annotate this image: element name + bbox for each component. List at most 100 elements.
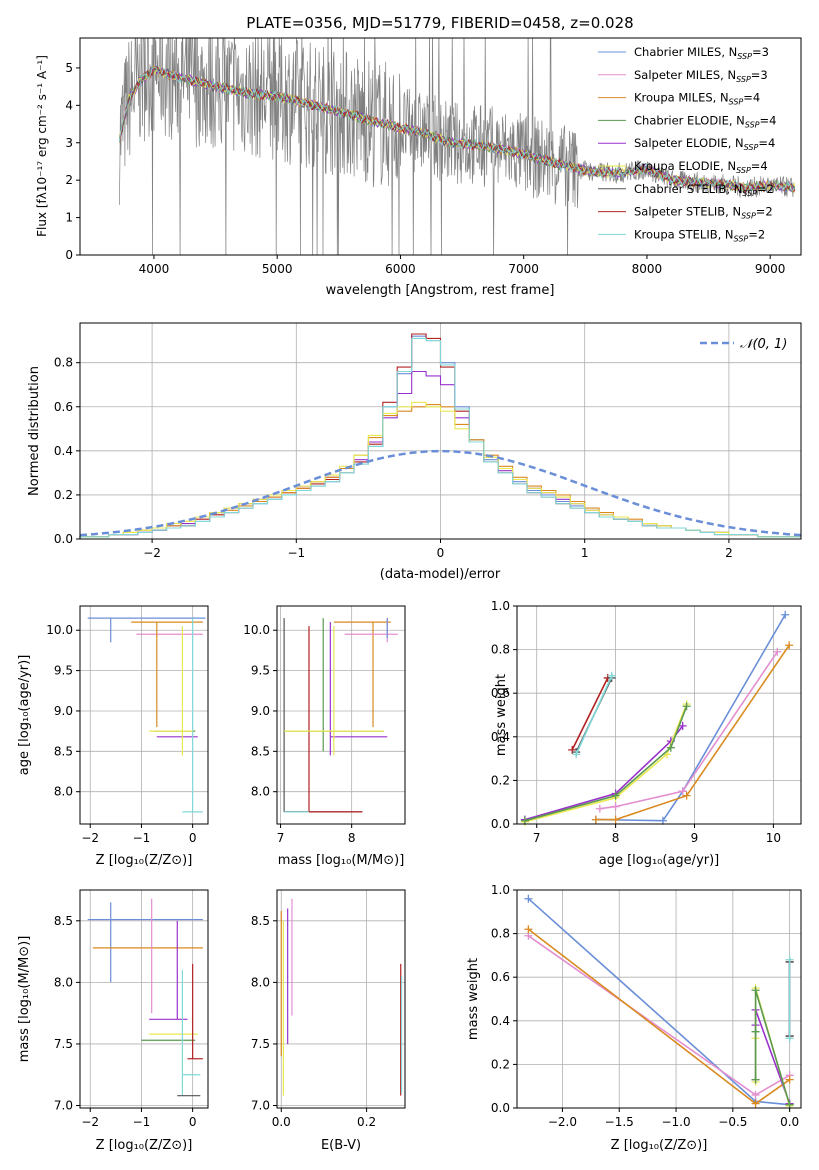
x-tick-label: 0 (437, 546, 445, 560)
massweight-point (682, 791, 691, 800)
x-tick-label: 0.0 (780, 1115, 799, 1129)
x-tick-label: −1 (287, 546, 305, 560)
x-tick-label: −1.5 (605, 1115, 634, 1129)
massweight-point (785, 955, 794, 964)
massweight-point (785, 1075, 794, 1084)
residual-xlabel: (data-model)/error (380, 567, 501, 582)
residual-histogram-step (79, 337, 801, 539)
massweight-point (781, 610, 790, 619)
y-tick-label: 8.0 (54, 785, 73, 799)
x-tick-label: 5000 (262, 262, 293, 276)
y-tick-label: 8.0 (251, 975, 270, 989)
x-tick-label: −2 (81, 831, 99, 845)
spectrum-legend: Chabrier MILES, NSSP=3 Salpeter MILES, NS… (598, 45, 776, 243)
x-tick-label: −1 (133, 831, 151, 845)
spectrum-ylabel: Flux [fλ10⁻¹⁷ erg cm⁻² s⁻¹ A⁻¹] (35, 55, 49, 237)
legend-entry-label: Chabrier ELODIE, NSSP=4 (634, 113, 776, 129)
y-tick-label: 8.0 (251, 785, 270, 799)
y-tick-label: 7.0 (54, 1099, 73, 1113)
y-tick-label: 0.4 (54, 444, 73, 458)
legend-entry-label: Chabrier STELIB, NSSP=2 (634, 182, 774, 198)
x-tick-label: 2 (725, 546, 733, 560)
massweight-line (754, 990, 791, 1105)
legend-entry-label: Salpeter ELODIE, NSSP=4 (634, 136, 775, 152)
massweight-point (785, 1034, 794, 1043)
y-tick-label: 0 (65, 248, 73, 262)
y-tick-label: 0.6 (491, 686, 510, 700)
x-tick-label: 7 (277, 831, 285, 845)
y-tick-label: 8.5 (251, 744, 270, 758)
y-tick-label: 1 (65, 211, 73, 225)
massweight-point (611, 815, 620, 824)
y-tick-label: 1.0 (491, 883, 510, 897)
massweight-point (520, 816, 529, 825)
mass-vs-ebv-frame (276, 889, 406, 1109)
massweight-point (591, 815, 600, 824)
massweight-point (524, 925, 533, 934)
massweight-point (785, 641, 794, 650)
y-tick-label: 8.5 (54, 914, 73, 928)
age-vs-metallicity-xlabel: Z [log₁₀(Z/Z⊙)] (96, 853, 193, 868)
massweight-vs-age-frame (516, 605, 802, 825)
spectrum-title: PLATE=0356, MJD=51779, FIBERID=0458, z=0… (246, 14, 633, 32)
y-tick-label: 0.4 (491, 730, 510, 744)
massweight-point (611, 791, 620, 800)
mass-vs-ebv-panel: 0.0 0.2 7.0 7.5 8.0 8.5 E(B-V) (251, 889, 406, 1153)
x-tick-label: 7 (533, 831, 541, 845)
age-vs-mass-panel: 7 8 8.0 8.5 9.0 9.5 10.0 mass [log₁₀(M/M⊙)] (243, 605, 406, 868)
y-tick-label: 0.4 (491, 1014, 510, 1028)
massweight-point (773, 647, 782, 656)
x-tick-label: 7000 (508, 262, 539, 276)
y-tick-label: 0.0 (54, 532, 73, 546)
y-tick-label: 7.5 (251, 1037, 270, 1051)
massweight-point (658, 816, 667, 825)
x-tick-label: 9000 (755, 262, 786, 276)
x-tick-label: 4000 (139, 262, 170, 276)
y-tick-label: 4 (65, 98, 73, 112)
massweight-point (595, 804, 604, 813)
massweight-point (607, 671, 616, 680)
y-tick-label: 0.2 (54, 488, 73, 502)
massweight-line (524, 706, 688, 822)
age-vs-mass-xlabel: mass [log₁₀(M/M⊙)] (278, 853, 405, 868)
massweight-point (751, 986, 760, 995)
residual-panel: −2 −1 0 1 2 0.0 0.2 0.4 0.6 0.8 (data-model)/erro… (27, 322, 802, 582)
mass-vs-metallicity-xlabel: Z [log₁₀(Z/Z⊙)] (96, 1138, 193, 1153)
spectrum-frame (79, 37, 802, 256)
x-tick-label: 0.0 (272, 1115, 291, 1129)
x-tick-label: 0.2 (357, 1115, 376, 1129)
y-tick-label: 0.8 (491, 927, 510, 941)
massweight-point (682, 702, 691, 711)
massweight-point (785, 1100, 794, 1109)
y-tick-label: 0.0 (491, 1101, 510, 1115)
residual-ylabel: Normed distribution (27, 366, 42, 496)
y-tick-label: 9.5 (251, 664, 270, 678)
massweight-point (611, 802, 620, 811)
y-tick-label: 0.6 (491, 970, 510, 984)
massweight-line (595, 644, 790, 821)
massweight-vs-age-xlabel: age [log₁₀(age/yr)] (599, 853, 720, 868)
spectrum-panel: PLATE=0356, MJD=51779, FIBERID=0458, z=0… (35, 14, 802, 298)
x-tick-label: −2.0 (548, 1115, 577, 1129)
mass-vs-metallicity-ylabel: mass [log₁₀(M/M⊙)] (17, 936, 32, 1063)
massweight-vs-age-panel: 7 8 9 10 0.0 0.2 0.4 0.6 0.8 1.0 age [log₁₀(age/y… (491, 599, 802, 868)
x-tick-label: 9 (691, 831, 699, 845)
y-tick-label: 8.5 (251, 914, 270, 928)
x-tick-label: −0.5 (718, 1115, 747, 1129)
x-tick-label: −2 (81, 1115, 99, 1129)
massweight-line (599, 651, 778, 810)
x-tick-label: 8 (348, 831, 356, 845)
y-tick-label: 8.5 (54, 744, 73, 758)
x-tick-label: 8000 (632, 262, 663, 276)
x-tick-label: 8 (612, 831, 620, 845)
massweight-vs-metallicity-ylabel: mass weight (466, 958, 481, 1040)
normal-legend-label: 𝒩(0, 1) (740, 337, 787, 352)
y-tick-label: 7.0 (251, 1099, 270, 1113)
legend-entry-label: Kroupa STELIB, NSSP=2 (634, 227, 765, 243)
mass-vs-ebv-xlabel: E(B-V) (321, 1138, 361, 1153)
massweight-line (527, 928, 791, 1105)
massweight-vs-metallicity-frame (516, 889, 802, 1109)
massweight-vs-age-ylabel: mass weight (494, 674, 509, 756)
y-tick-label: 0.6 (54, 400, 73, 414)
y-tick-label: 0.8 (491, 643, 510, 657)
